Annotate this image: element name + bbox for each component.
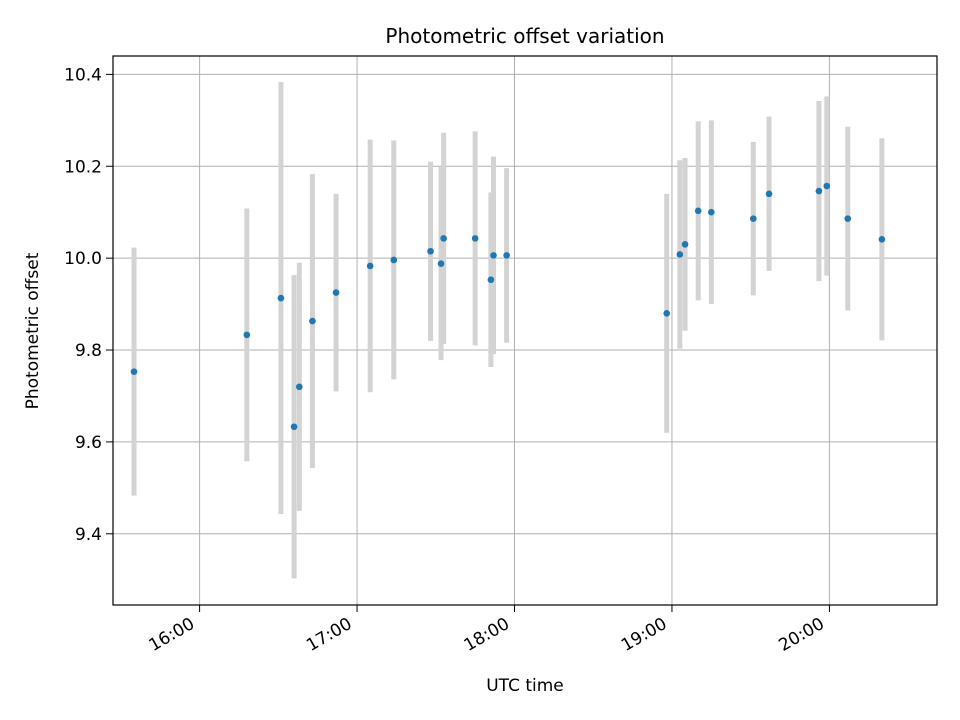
x-tick-label: 16:00 [146,614,198,656]
data-point [694,207,702,215]
data-point [503,252,510,259]
y-tick-label: 10.0 [64,249,102,269]
grid [113,56,937,605]
data-point [844,215,852,222]
data-point [708,208,715,216]
data-point [815,187,823,195]
x-axis-label: UTC time [486,676,564,696]
data-point [681,241,689,248]
data-point [243,331,251,339]
data-point [332,289,340,296]
y-tick-label: 9.8 [75,341,102,361]
x-axis-ticks: 16:00 17:00 18:00 19:00 20:00 [146,605,830,656]
x-tick-label: 19:00 [618,614,670,656]
data-point [427,247,434,255]
y-tick-label: 10.4 [64,65,102,85]
data-point [130,368,138,375]
data-point [290,423,298,431]
y-tick-label: 9.6 [75,433,102,453]
data-point [823,182,831,190]
data-point [390,256,398,264]
data-point [490,252,497,259]
y-axis-label: Photometric offset [23,252,43,409]
data-point [440,235,447,242]
data-point [309,317,316,325]
data-point [296,383,303,391]
y-tick-label: 9.4 [75,525,102,545]
data-points [130,182,886,431]
x-tick-label: 17:00 [303,614,355,656]
data-point [487,276,495,284]
data-point [471,235,479,242]
chart-title: Photometric offset variation [385,24,664,48]
data-point [437,260,445,267]
data-point [765,190,773,198]
data-point [750,215,757,222]
data-point [663,309,671,317]
data-point [366,262,374,270]
data-point [676,251,684,258]
y-tick-label: 10.2 [64,157,102,177]
plot-frame [112,55,938,606]
errorbars [131,82,885,579]
y-axis-ticks: 9.4 9.6 9.8 10.0 10.2 10.4 [64,65,113,545]
x-tick-label: 18:00 [461,614,513,656]
data-point [878,236,886,243]
x-tick-label: 20:00 [775,614,827,656]
data-point [277,294,285,302]
